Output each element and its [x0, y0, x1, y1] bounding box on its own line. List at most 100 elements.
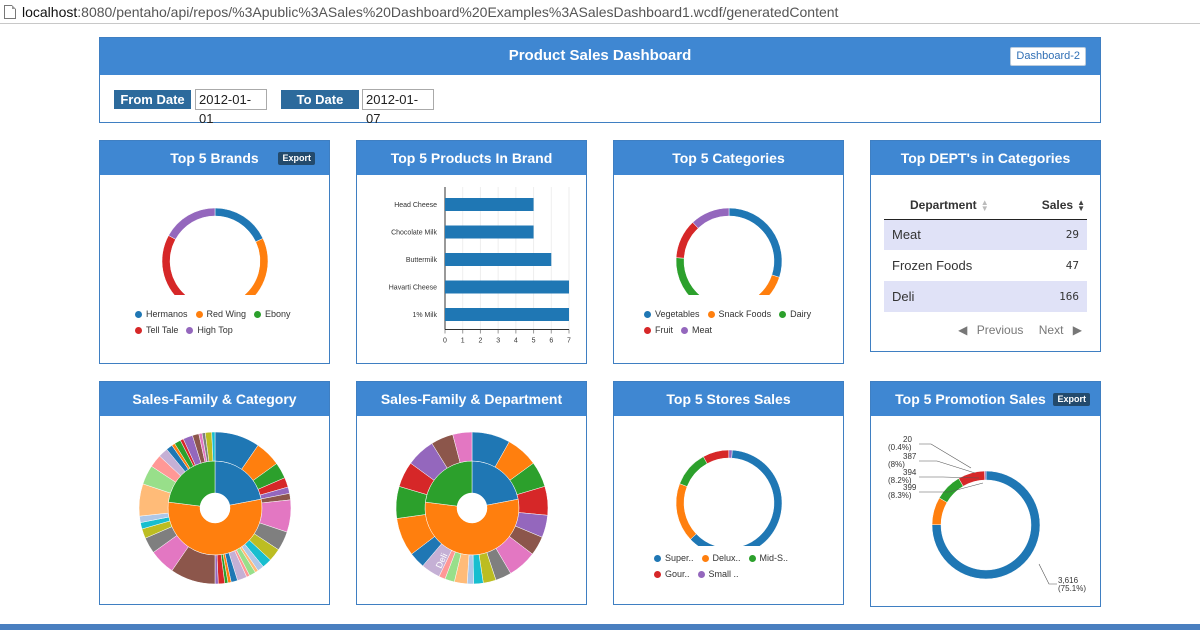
bar-category-label: Havarti Cheese — [389, 285, 437, 292]
x-tick-label: 5 — [532, 338, 536, 345]
legend-item[interactable]: Snack Foods — [707, 309, 771, 319]
annotation-value: 394 — [903, 468, 917, 477]
legend-item[interactable]: Mid-S.. — [748, 553, 788, 563]
annotation-leader — [919, 476, 980, 479]
panel-top-categories: Top 5 Categories Vegetables Snack Foods … — [613, 140, 844, 364]
panel-title: Top 5 Promotion Sales Export — [871, 382, 1100, 416]
donut-slice — [214, 207, 264, 243]
annotation-value: 387 — [903, 452, 917, 461]
legend-item[interactable]: Tell Tale — [135, 325, 178, 335]
legend-item[interactable]: Fruit — [644, 325, 673, 335]
legend-item[interactable]: Gour.. — [654, 569, 690, 579]
panel-top-departments: Top DEPT's in Categories Department ▲ ▼ Sa… — [870, 140, 1101, 352]
panel-title: Top 5 Brands Export — [100, 141, 329, 175]
panel-top-stores: Top 5 Stores Sales Super.. Delux.. Mid-S… — [613, 381, 844, 605]
annotation-value: 399 — [903, 483, 917, 492]
legend-item[interactable]: Dairy — [779, 309, 811, 319]
annotation-pct: (8%) — [888, 460, 905, 469]
dashboard-header: Product Sales Dashboard Dashboard-2 From… — [99, 37, 1101, 126]
legend-item[interactable]: Red Wing — [195, 309, 246, 319]
bar-category-label: 1% Milk — [412, 312, 437, 319]
legend-item[interactable]: Ebony — [254, 309, 291, 319]
center-hole — [457, 493, 487, 523]
donut-slice — [692, 207, 730, 229]
x-tick-label: 7 — [567, 338, 571, 345]
column-header-department[interactable]: Department ▲ ▼ — [884, 191, 1026, 220]
legend-item[interactable]: Small .. — [697, 569, 739, 579]
x-tick-label: 4 — [514, 338, 518, 345]
table-row[interactable]: Deli 166 — [884, 281, 1087, 312]
next-button[interactable]: Next ▶ — [1038, 323, 1082, 337]
department-cell: Meat — [884, 219, 1026, 250]
page-title: Product Sales Dashboard — [508, 47, 692, 64]
table-row[interactable]: Frozen Foods 47 — [884, 250, 1087, 281]
panel-title: Sales-Family & Department — [357, 382, 586, 416]
donut-slice — [728, 449, 733, 459]
annotation-leader — [919, 460, 976, 474]
legend-item[interactable]: High Top — [186, 325, 233, 335]
family-department-sunburst: Deli — [395, 431, 549, 585]
department-cell: Deli — [884, 281, 1026, 312]
annotation-pct: (8.2%) — [888, 476, 912, 485]
donut-slice — [757, 274, 780, 295]
bar — [445, 225, 534, 239]
panel-family-category: Sales-Family & Category — [99, 381, 330, 605]
panel-family-department: Sales-Family & Department Deli — [356, 381, 587, 605]
export-button[interactable]: Export — [1053, 393, 1090, 406]
center-hole — [200, 493, 230, 523]
dashboard-2-button[interactable]: Dashboard-2 — [1010, 47, 1086, 66]
stores-donut-chart — [675, 449, 783, 546]
donut-slice — [452, 431, 473, 463]
sort-icon: ▲ ▼ — [1077, 197, 1085, 213]
sales-cell: 47 — [1065, 259, 1079, 272]
donut-slice — [168, 207, 216, 240]
donut-slice — [244, 238, 269, 295]
address-bar[interactable]: localhost:8080/pentaho/api/repos/%3Apubl… — [0, 0, 1200, 24]
sort-icon: ▲ ▼ — [980, 197, 989, 213]
legend-item[interactable]: Delux.. — [701, 553, 741, 563]
annotation-leader — [919, 482, 984, 493]
x-tick-label: 0 — [443, 338, 447, 345]
donut-slice — [702, 449, 730, 464]
bar — [445, 198, 534, 211]
donut-slice — [675, 222, 699, 259]
promotion-donut-chart: 20(0.4%)387(8%)394(8.2%)399(8.3%) 3,616(7… — [888, 435, 1086, 593]
x-tick-label: 6 — [549, 338, 553, 345]
bar — [445, 280, 569, 294]
panel-title: Top 5 Categories — [614, 141, 843, 175]
legend-item[interactable]: Super.. — [654, 553, 694, 563]
legend-item[interactable]: Vegetables — [644, 309, 700, 319]
family-category-sunburst — [138, 431, 292, 585]
chevron-right-icon: ▶ — [1072, 323, 1082, 337]
table-row[interactable]: Meat 29 — [884, 219, 1087, 250]
x-tick-label: 3 — [496, 338, 500, 345]
export-button[interactable]: Export — [278, 152, 315, 165]
url-text[interactable]: localhost:8080/pentaho/api/repos/%3Apubl… — [22, 3, 839, 20]
annotation-leader — [1038, 563, 1057, 585]
to-date-input[interactable]: 2012-01-07 — [362, 89, 434, 126]
donut-slice — [679, 456, 708, 487]
donut-slice — [161, 235, 186, 295]
sales-cell: 29 — [1025, 219, 1087, 250]
page-icon — [4, 4, 16, 19]
column-header-sales[interactable]: Sales ▲ ▼ — [1025, 191, 1087, 220]
legend-item[interactable]: Meat — [681, 325, 712, 335]
annotation-value: 20 — [903, 435, 912, 444]
from-date-input[interactable]: 2012-01-01 — [195, 89, 267, 126]
legend-item[interactable]: Hermanos — [135, 309, 188, 319]
bar — [445, 308, 569, 321]
categories-legend: Vegetables Snack Foods Dairy Fruit Meat — [644, 309, 811, 341]
panel-title: Sales-Family & Category — [100, 382, 329, 416]
sales-cell: 166 — [1025, 281, 1087, 312]
annotation-leader — [919, 443, 972, 469]
x-tick-label: 1 — [461, 338, 465, 345]
header-bar: Product Sales Dashboard Dashboard-2 — [100, 38, 1100, 75]
donut-slice — [938, 478, 964, 503]
donut-slice — [728, 207, 783, 278]
previous-button[interactable]: ◀ Previous — [958, 323, 1024, 337]
annotation-pct: (0.4%) — [888, 443, 912, 452]
panel-top-promotion: Top 5 Promotion Sales Export 20 (0.4%) 387… — [870, 381, 1101, 607]
donut-slice — [675, 257, 700, 295]
stores-legend: Super.. Delux.. Mid-S.. Gour.. Small .. — [654, 553, 788, 585]
panel-top-brands: Top 5 Brands Export Hermanos Red Wing Eb… — [99, 140, 330, 364]
